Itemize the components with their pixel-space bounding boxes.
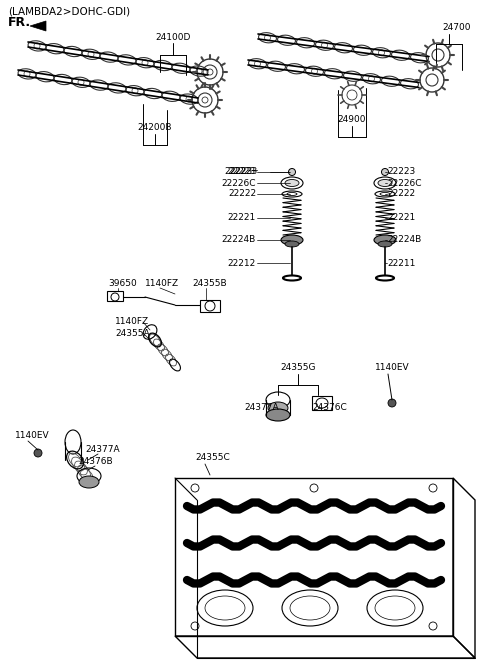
Ellipse shape [268,402,288,414]
Ellipse shape [378,179,392,187]
Ellipse shape [378,241,392,247]
Text: 22222: 22222 [387,190,415,198]
Text: 24355G: 24355G [280,364,316,372]
Text: 22212: 22212 [228,259,256,267]
Circle shape [288,169,296,175]
Ellipse shape [285,241,299,247]
Text: 24200B: 24200B [138,124,172,132]
Text: 22222: 22222 [228,190,256,198]
Ellipse shape [374,235,396,245]
Text: 1140FZ: 1140FZ [145,280,179,288]
Text: FR.: FR. [8,15,31,28]
Text: 22211: 22211 [387,259,415,267]
Text: 22223: 22223 [387,167,415,177]
Text: 24355C: 24355C [195,454,230,462]
Text: 24700: 24700 [442,24,470,32]
Text: 24377A: 24377A [245,403,279,413]
Ellipse shape [79,476,99,488]
Bar [200,300,220,312]
Text: 24355B: 24355B [192,280,227,288]
Text: 24376C: 24376C [312,403,348,413]
Text: 22224B: 22224B [222,235,256,245]
Bar [312,396,332,410]
Text: 22221: 22221 [387,214,415,222]
Circle shape [388,399,396,407]
Text: 24900: 24900 [338,116,366,124]
Text: 1140EV: 1140EV [15,431,49,439]
Polygon shape [30,21,46,31]
Text: 22226C: 22226C [221,179,256,187]
Ellipse shape [281,235,303,245]
Text: 22221: 22221 [228,214,256,222]
Text: 24376B: 24376B [78,458,113,466]
Circle shape [382,169,388,175]
Bar [107,291,123,301]
Ellipse shape [285,179,299,187]
Text: 22223: 22223 [230,167,258,177]
Text: 39650: 39650 [108,280,137,288]
Text: 24377A: 24377A [85,446,120,454]
Text: 22224B: 22224B [387,235,421,245]
Text: 24100D: 24100D [156,34,191,42]
Text: 1140EV: 1140EV [375,364,409,372]
Text: 24355A: 24355A [115,329,150,337]
Circle shape [34,449,42,457]
Text: 1140FZ: 1140FZ [115,317,149,327]
Text: 22223: 22223 [228,167,256,177]
Text: 22226C: 22226C [387,179,421,187]
Bar [175,478,453,636]
Text: 22223─: 22223─ [224,167,258,177]
Text: (LAMBDA2>DOHC-GDI): (LAMBDA2>DOHC-GDI) [8,6,130,16]
Ellipse shape [266,409,290,421]
